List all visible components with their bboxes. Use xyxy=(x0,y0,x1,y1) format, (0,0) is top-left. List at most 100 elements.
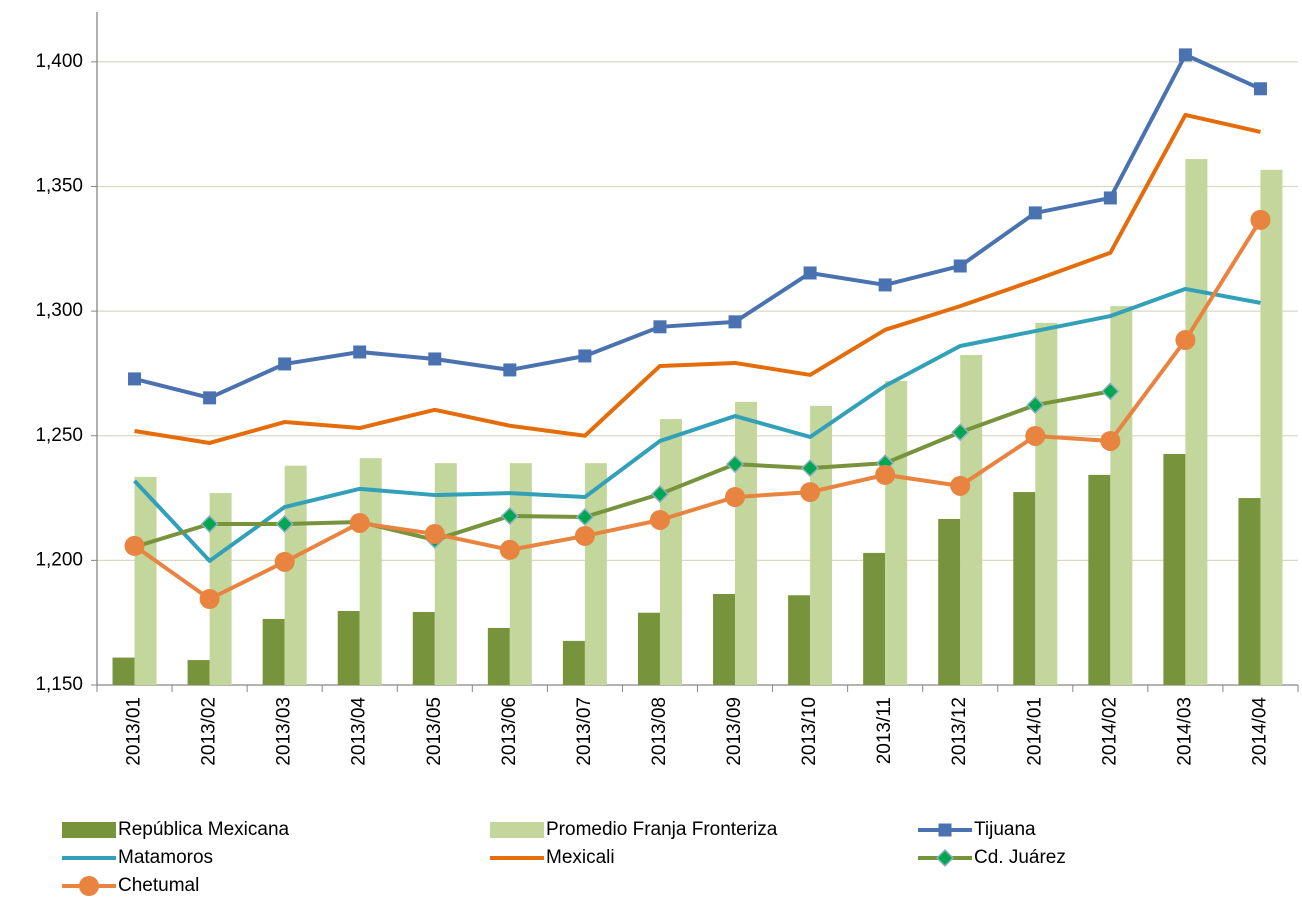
marker xyxy=(278,357,292,371)
bar xyxy=(1088,474,1111,685)
bar xyxy=(1260,169,1283,685)
x-tick-label: 2013/11 xyxy=(874,697,895,764)
series-line xyxy=(134,112,1261,445)
marker xyxy=(79,876,99,896)
x-tick-label: 2014/01 xyxy=(1024,697,1045,766)
series-line xyxy=(133,286,1261,563)
marker xyxy=(1250,209,1271,230)
bar xyxy=(134,476,157,685)
marker xyxy=(653,320,667,334)
x-tick-label: 2013/09 xyxy=(724,697,745,766)
bar xyxy=(885,380,908,685)
legend-swatch xyxy=(62,822,116,838)
marker xyxy=(275,514,294,534)
marker xyxy=(953,259,967,273)
marker xyxy=(199,589,220,610)
y-tick-label: 1,250 xyxy=(35,425,83,446)
bar xyxy=(262,618,285,685)
marker xyxy=(203,391,217,405)
marker xyxy=(574,525,595,546)
x-tick-label: 2013/07 xyxy=(574,697,595,766)
marker xyxy=(1028,206,1042,220)
legend-swatch xyxy=(490,822,544,838)
marker xyxy=(500,506,519,526)
bar xyxy=(187,660,210,685)
bar xyxy=(637,612,660,685)
bar xyxy=(1013,492,1036,685)
marker xyxy=(725,487,746,508)
legend-label: Promedio Franja Fronteriza xyxy=(546,819,778,840)
x-tick-label: 2013/10 xyxy=(799,697,820,766)
bar xyxy=(960,354,983,685)
marker xyxy=(800,482,821,503)
x-tick-label: 2014/02 xyxy=(1099,697,1120,766)
series-line xyxy=(124,209,1271,610)
marker xyxy=(950,475,971,496)
bar xyxy=(337,610,360,685)
marker xyxy=(951,423,970,442)
marker xyxy=(503,363,517,377)
line xyxy=(133,286,1261,563)
line xyxy=(134,112,1261,445)
x-tick-label: 2014/04 xyxy=(1249,697,1270,766)
x-tick-label: 2013/04 xyxy=(349,697,370,766)
bar xyxy=(810,405,833,685)
marker xyxy=(875,464,896,485)
marker xyxy=(725,455,745,474)
marker xyxy=(128,372,142,386)
marker xyxy=(499,539,520,560)
marker xyxy=(1025,425,1046,446)
bar xyxy=(434,463,457,685)
x-tick-label: 2013/05 xyxy=(424,697,445,766)
bar xyxy=(1185,159,1208,685)
bar xyxy=(938,518,961,685)
legend-label: República Mexicana xyxy=(118,819,290,840)
marker xyxy=(575,507,594,527)
series-line xyxy=(128,48,1267,405)
marker xyxy=(878,278,892,292)
bar xyxy=(1110,306,1133,685)
bar xyxy=(412,611,435,685)
marker xyxy=(650,485,670,504)
y-tick-label: 1,350 xyxy=(35,175,83,196)
marker xyxy=(578,349,592,363)
marker xyxy=(728,315,742,329)
bar xyxy=(509,463,532,685)
x-tick-label: 2013/02 xyxy=(199,697,220,766)
bar xyxy=(284,465,307,685)
marker xyxy=(801,459,820,478)
marker xyxy=(1178,48,1192,62)
y-tick-label: 1,300 xyxy=(35,300,83,321)
bar xyxy=(788,595,811,685)
bar xyxy=(1163,453,1186,685)
bar xyxy=(562,640,585,685)
marker xyxy=(1026,396,1045,415)
marker xyxy=(938,823,952,837)
marker xyxy=(1100,430,1121,451)
marker xyxy=(353,345,367,359)
marker xyxy=(935,848,955,868)
marker xyxy=(1253,82,1267,96)
legend-label: Cd. Juárez xyxy=(974,847,1066,868)
y-tick-label: 1,200 xyxy=(35,549,83,570)
marker xyxy=(1175,330,1196,351)
marker xyxy=(349,512,370,533)
bar xyxy=(112,657,135,685)
marker xyxy=(1103,191,1117,205)
bar xyxy=(487,627,510,685)
marker xyxy=(124,535,145,556)
bar xyxy=(659,419,682,685)
x-tick-label: 2013/06 xyxy=(499,697,520,766)
marker xyxy=(428,352,442,366)
y-tick-label: 1,150 xyxy=(35,674,83,695)
line xyxy=(133,389,1111,549)
bar xyxy=(863,552,886,685)
bar xyxy=(1035,322,1058,685)
x-tick-label: 2013/03 xyxy=(274,697,295,766)
legend-label: Tijuana xyxy=(974,819,1036,840)
marker xyxy=(1101,382,1120,401)
marker xyxy=(803,266,817,280)
marker xyxy=(649,509,670,530)
